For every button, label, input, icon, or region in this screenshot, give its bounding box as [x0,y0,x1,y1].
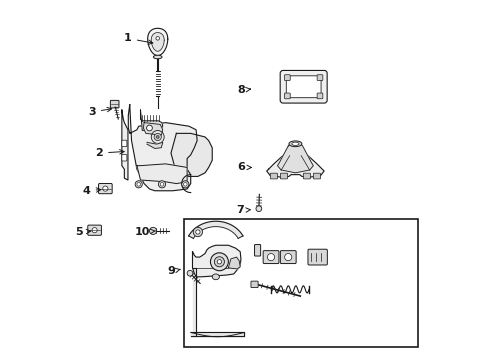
Circle shape [156,135,159,138]
Polygon shape [228,257,240,269]
Text: 2: 2 [95,148,124,158]
FancyBboxPatch shape [285,76,321,98]
Circle shape [267,253,274,261]
FancyBboxPatch shape [88,225,101,235]
FancyBboxPatch shape [254,244,260,256]
Text: 9: 9 [167,266,180,276]
FancyBboxPatch shape [313,173,320,179]
Circle shape [160,183,163,186]
Circle shape [92,228,97,233]
Polygon shape [188,221,243,238]
Circle shape [187,270,192,276]
Circle shape [149,227,156,234]
Text: 8: 8 [237,85,250,95]
Circle shape [284,253,291,261]
Text: 3: 3 [88,107,111,117]
FancyBboxPatch shape [99,184,112,194]
Polygon shape [128,105,197,191]
FancyBboxPatch shape [317,75,322,81]
Circle shape [217,260,221,264]
FancyBboxPatch shape [280,251,296,264]
Polygon shape [266,144,324,177]
FancyBboxPatch shape [303,173,310,179]
Circle shape [210,253,228,271]
Circle shape [183,183,187,186]
Polygon shape [137,164,187,184]
Text: 1: 1 [124,33,153,44]
FancyBboxPatch shape [284,93,290,99]
Polygon shape [190,332,244,336]
FancyBboxPatch shape [317,93,322,99]
Polygon shape [151,33,164,51]
Text: 10: 10 [134,227,155,237]
Ellipse shape [212,274,219,280]
FancyBboxPatch shape [307,249,326,265]
Text: 6: 6 [237,162,251,172]
Circle shape [154,134,161,140]
Ellipse shape [291,142,298,145]
Text: 7: 7 [236,206,250,216]
Ellipse shape [288,141,301,147]
Circle shape [151,131,164,143]
Polygon shape [147,142,163,148]
Circle shape [156,37,159,40]
FancyBboxPatch shape [263,251,278,264]
Circle shape [195,230,200,234]
FancyBboxPatch shape [280,71,326,103]
Polygon shape [140,110,163,131]
Bar [183,220,418,347]
Circle shape [135,181,142,188]
Circle shape [137,183,140,186]
FancyBboxPatch shape [250,281,258,288]
Circle shape [158,181,165,188]
Polygon shape [122,110,128,180]
Text: 4: 4 [82,186,101,196]
Polygon shape [143,123,163,135]
Circle shape [146,125,152,131]
Text: 5: 5 [75,227,91,237]
FancyBboxPatch shape [122,154,126,161]
FancyBboxPatch shape [110,100,119,108]
Circle shape [255,206,261,212]
Polygon shape [147,28,167,55]
Circle shape [193,227,202,237]
Polygon shape [192,268,196,336]
Polygon shape [171,134,212,176]
Circle shape [214,257,224,267]
Circle shape [102,186,108,191]
FancyBboxPatch shape [270,173,277,179]
FancyBboxPatch shape [284,75,290,81]
Polygon shape [192,245,241,277]
Ellipse shape [153,55,162,59]
Polygon shape [277,144,313,173]
FancyBboxPatch shape [122,140,126,147]
FancyBboxPatch shape [280,173,287,179]
Circle shape [182,181,188,188]
